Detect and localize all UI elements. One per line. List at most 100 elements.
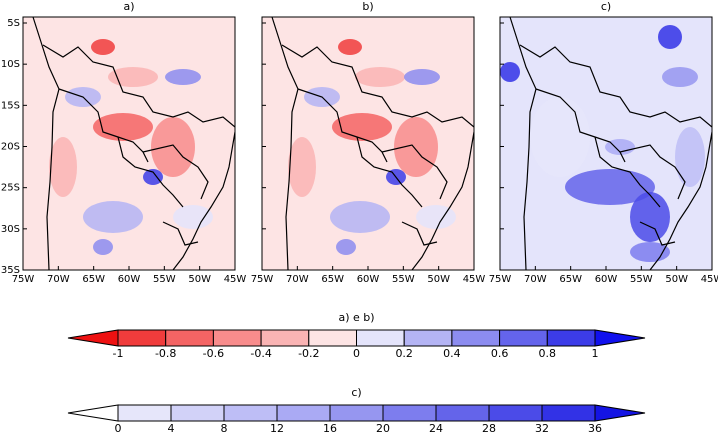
colorbar-label: 1 (592, 347, 599, 360)
field-blob (500, 62, 520, 82)
field-blob (83, 201, 143, 233)
colorbar-bin (212, 329, 262, 347)
lon-label: 65W (559, 274, 582, 285)
colorbars: a) e b) -1 -0.8 -0.6 -0.4 -0.2 0 0.2 0.4 0.6 0.8 1 c… (67, 311, 646, 435)
colorbar-bin (165, 329, 214, 347)
colorbar-under (67, 404, 119, 422)
colorbar-label: 0.6 (491, 347, 509, 360)
lon-label: 65W (321, 274, 344, 285)
lon-label: 75W (251, 274, 274, 285)
colorbar-label: 0.4 (443, 347, 461, 360)
panel-label: b) (362, 0, 373, 13)
field-blob (355, 67, 405, 87)
field-blob (165, 69, 201, 85)
lon-label: 70W (524, 274, 547, 285)
lon-label: 65W (82, 274, 105, 285)
colorbar-under (67, 329, 119, 347)
field-blob (336, 239, 356, 255)
colorbar-bin (260, 329, 310, 347)
lon-label: 55W (392, 274, 415, 285)
field-blob (394, 117, 438, 177)
field-blob (530, 97, 590, 177)
colorbar-label: 28 (482, 422, 496, 433)
field-blob (404, 69, 440, 85)
map-field (500, 17, 712, 270)
colorbar-bin (435, 404, 490, 422)
map-panel: c) 75W 70W 65W 60W 55W 50W 45W (489, 0, 718, 285)
colorbar-bin (117, 404, 172, 422)
colorbar-label: 0.8 (539, 347, 557, 360)
colorbar-label: 4 (168, 422, 175, 433)
lon-label: 60W (357, 274, 380, 285)
colorbar-label: 0.2 (395, 347, 413, 360)
lon-label: 70W (286, 274, 309, 285)
colorbar-bin (541, 404, 596, 422)
colorbar-label: -0.2 (298, 347, 319, 360)
colorbar-bin (382, 404, 437, 422)
field-blob (49, 137, 77, 197)
colorbar-label: 36 (588, 422, 602, 433)
lat-label: 30S (1, 224, 20, 235)
colorbar-title: c) (351, 386, 361, 399)
lon-label: 75W (489, 274, 512, 285)
colorbar-bin (117, 329, 167, 347)
lon-label: 75W (12, 274, 35, 285)
map-field (23, 17, 235, 270)
colorbar-bin (546, 329, 596, 347)
lon-label: 50W (665, 274, 688, 285)
colorbar-bin (356, 329, 405, 347)
colorbar-label: 16 (323, 422, 337, 433)
lat-label: 5S (7, 18, 20, 29)
lon-label: 60W (595, 274, 618, 285)
field-blob (330, 201, 390, 233)
colorbar-bin (170, 404, 225, 422)
lon-label: 45W (701, 274, 718, 285)
lat-label: 20S (1, 142, 20, 153)
lat-label: 10S (1, 59, 20, 70)
colorbar-label: -0.4 (250, 347, 271, 360)
colorbar-label: 0 (353, 347, 360, 360)
field-blob (662, 67, 698, 87)
field-blob (416, 205, 456, 229)
map-panel: a) 75W 70W 65W 60W 55W 50W 45W 5S 10S 15S 20S 25S 30S… (1, 0, 246, 285)
lon-label: 50W (188, 274, 211, 285)
field-blob (93, 239, 113, 255)
field-blob (151, 117, 195, 177)
field-blob (605, 139, 635, 155)
panel-label: c) (601, 0, 611, 13)
lon-label: 55W (630, 274, 653, 285)
lon-label: 45W (463, 274, 486, 285)
field-blob (108, 67, 158, 87)
colorbar-title: a) e b) (338, 311, 374, 324)
lon-label: 55W (153, 274, 176, 285)
colorbar-over (594, 404, 646, 422)
colorbar-bin (403, 329, 453, 347)
panels: a) 75W 70W 65W 60W 55W 50W 45W 5S 10S 15S 20S 25S 30S… (1, 0, 718, 285)
lat-label: 15S (1, 100, 20, 111)
field-blob (630, 192, 670, 242)
colorbar-label: -0.8 (155, 347, 176, 360)
colorbar-label: 8 (221, 422, 228, 433)
field-blob (288, 137, 316, 197)
field-blob (143, 169, 163, 185)
lat-label: 25S (1, 183, 20, 194)
lat-label: 35S (1, 265, 20, 276)
colorbar-bin (499, 329, 548, 347)
lon-label: 60W (118, 274, 141, 285)
field-blob (565, 169, 655, 205)
colorbar-bin (308, 329, 357, 347)
lon-label: 70W (47, 274, 70, 285)
panel-label: a) (123, 0, 134, 13)
field-blob (173, 205, 213, 229)
field-blob (338, 39, 362, 55)
colorbar-label: -0.6 (203, 347, 224, 360)
colorbar-label: -1 (113, 347, 124, 360)
field-blob (91, 39, 115, 55)
field-blob (658, 25, 682, 49)
colorbar-bin (451, 329, 501, 347)
colorbar-over (594, 329, 646, 347)
map-field (262, 17, 474, 270)
field-blob (675, 127, 705, 187)
colorbar-label: 12 (270, 422, 284, 433)
